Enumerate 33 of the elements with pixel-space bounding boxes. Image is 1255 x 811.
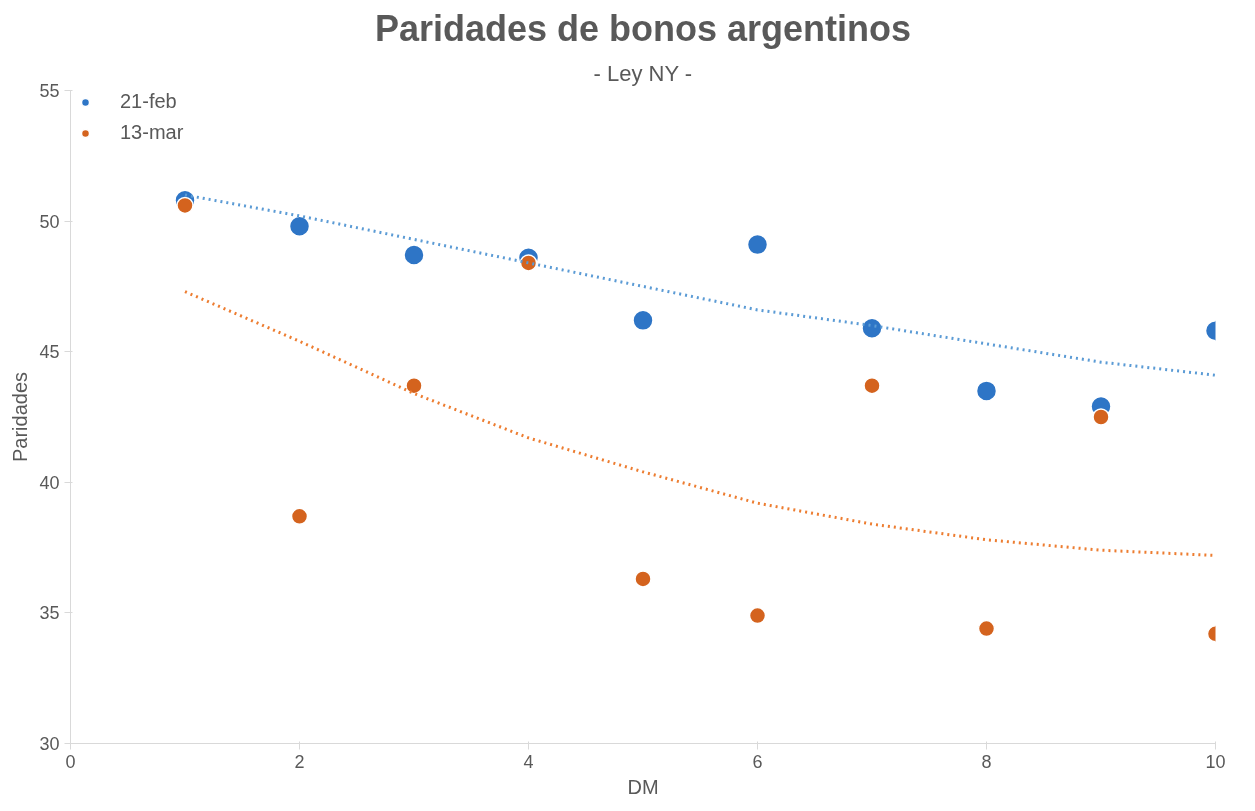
x-tick-label: 0 <box>65 751 76 772</box>
point <box>975 380 998 402</box>
chart-title: Paridades de bonos argentinos <box>374 7 912 49</box>
x-tick-label: 10 <box>1205 751 1226 772</box>
point <box>176 196 194 215</box>
y-axis-title: Paridades <box>9 371 32 463</box>
point <box>288 215 311 238</box>
x-tick-label: 6 <box>752 751 763 772</box>
x-tick-label: 4 <box>523 751 534 772</box>
point <box>746 233 769 256</box>
point <box>405 376 423 395</box>
point <box>861 317 883 339</box>
legend-label: 21-feb <box>120 90 177 113</box>
y-tick-label: 35 <box>39 603 60 624</box>
legend-label: 13-mar <box>120 121 184 144</box>
x-axis-title: DM <box>627 775 659 798</box>
point <box>1092 408 1110 426</box>
point <box>632 309 654 332</box>
point <box>634 570 652 588</box>
point <box>519 254 538 272</box>
x-tick-label: 8 <box>981 751 992 772</box>
point <box>863 376 881 395</box>
y-tick-label: 50 <box>39 211 60 232</box>
point <box>290 507 309 525</box>
point <box>977 619 996 638</box>
point <box>748 606 767 625</box>
y-tick-label: 30 <box>39 734 60 754</box>
y-tick-label: 55 <box>39 81 60 101</box>
point <box>403 244 425 266</box>
y-tick-label: 40 <box>39 472 60 493</box>
chart-subtitle: - Ley NY - <box>593 60 693 86</box>
x-tick-label: 2 <box>294 751 305 772</box>
y-tick-label: 45 <box>39 342 60 363</box>
